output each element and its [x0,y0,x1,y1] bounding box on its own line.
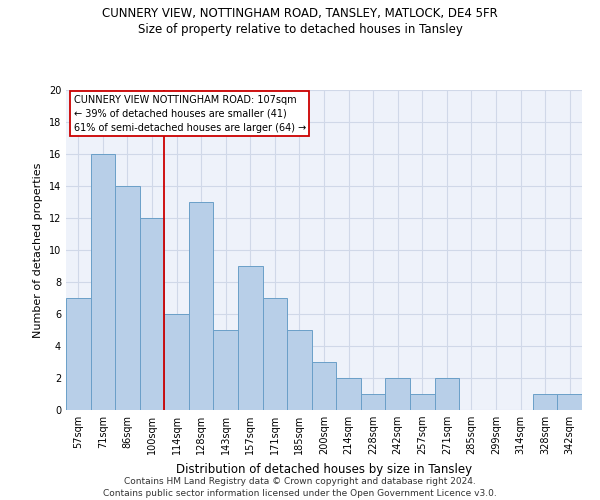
X-axis label: Distribution of detached houses by size in Tansley: Distribution of detached houses by size … [176,462,472,475]
Bar [263,298,287,410]
Y-axis label: Number of detached properties: Number of detached properties [33,162,43,338]
Bar [214,330,238,410]
Bar [164,314,189,410]
Bar [115,186,140,410]
Text: CUNNERY VIEW, NOTTINGHAM ROAD, TANSLEY, MATLOCK, DE4 5FR: CUNNERY VIEW, NOTTINGHAM ROAD, TANSLEY, … [102,8,498,20]
Bar [336,378,361,410]
Bar [557,394,582,410]
Bar [385,378,410,410]
Bar [66,298,91,410]
Text: Size of property relative to detached houses in Tansley: Size of property relative to detached ho… [137,22,463,36]
Text: Contains HM Land Registry data © Crown copyright and database right 2024.
Contai: Contains HM Land Registry data © Crown c… [103,476,497,498]
Bar [434,378,459,410]
Text: CUNNERY VIEW NOTTINGHAM ROAD: 107sqm
← 39% of detached houses are smaller (41)
6: CUNNERY VIEW NOTTINGHAM ROAD: 107sqm ← 3… [74,95,306,133]
Bar [533,394,557,410]
Bar [287,330,312,410]
Bar [238,266,263,410]
Bar [410,394,434,410]
Bar [189,202,214,410]
Bar [140,218,164,410]
Bar [312,362,336,410]
Bar [361,394,385,410]
Bar [91,154,115,410]
